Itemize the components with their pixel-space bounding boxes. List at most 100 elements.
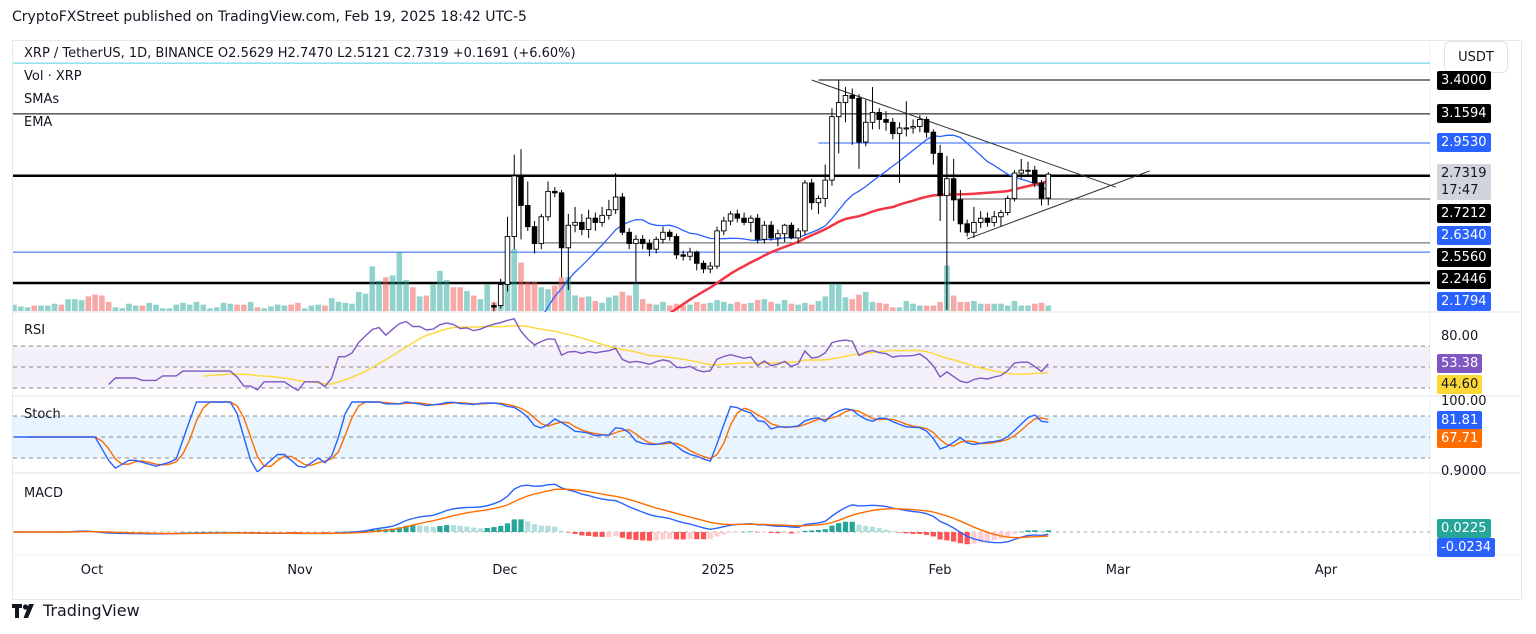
candle[interactable] — [552, 187, 558, 198]
candle[interactable] — [612, 173, 619, 214]
candle[interactable] — [1018, 158, 1024, 179]
candle[interactable] — [876, 108, 883, 130]
candle[interactable] — [998, 209, 1004, 227]
rsi-legend[interactable]: RSI — [24, 323, 46, 338]
candle[interactable] — [707, 261, 714, 274]
candle[interactable] — [531, 221, 538, 254]
candle[interactable] — [491, 302, 497, 312]
candle[interactable] — [694, 250, 700, 271]
candle[interactable] — [977, 211, 984, 229]
candle[interactable] — [896, 122, 903, 183]
candle[interactable] — [768, 221, 774, 241]
candle[interactable] — [579, 213, 585, 236]
candle[interactable] — [653, 236, 659, 254]
sma-20-line[interactable] — [142, 134, 1049, 485]
tradingview-logo[interactable]: TradingView — [12, 601, 140, 620]
candle[interactable] — [585, 209, 592, 238]
currency-button[interactable]: USDT — [1444, 41, 1508, 73]
smas-legend[interactable]: SMAs — [24, 92, 60, 107]
candle[interactable] — [666, 229, 673, 241]
candle[interactable] — [991, 211, 997, 227]
stoch-pane[interactable] — [13, 401, 1430, 472]
price-pane[interactable] — [11, 62, 1430, 486]
candle[interactable] — [802, 180, 808, 236]
signal-line[interactable] — [14, 488, 1049, 539]
candle[interactable] — [700, 260, 707, 274]
rsi-pane[interactable] — [13, 318, 1430, 392]
candle[interactable] — [984, 212, 991, 227]
candle[interactable] — [538, 213, 545, 250]
candle[interactable] — [592, 212, 599, 231]
candle[interactable] — [754, 213, 761, 244]
sma-50-line[interactable] — [345, 179, 1049, 482]
candle[interactable] — [646, 239, 653, 257]
candle[interactable] — [863, 99, 869, 147]
macd-pane[interactable] — [11, 483, 1430, 545]
candle[interactable] — [788, 222, 795, 240]
candle[interactable] — [957, 189, 964, 233]
candle[interactable] — [835, 80, 842, 154]
candle[interactable] — [504, 216, 511, 292]
candle[interactable] — [856, 94, 862, 169]
candle[interactable] — [714, 226, 720, 269]
candle[interactable] — [727, 211, 734, 226]
candle[interactable] — [619, 192, 626, 236]
candle[interactable] — [923, 116, 930, 138]
candle[interactable] — [673, 233, 680, 260]
candle[interactable] — [829, 108, 835, 186]
candle[interactable] — [633, 235, 639, 282]
candle[interactable] — [1025, 161, 1031, 176]
candle[interactable] — [1032, 166, 1038, 188]
stoch-k-line[interactable] — [14, 401, 1049, 472]
candle[interactable] — [890, 118, 896, 140]
candle[interactable] — [545, 181, 551, 221]
candle[interactable] — [518, 149, 524, 240]
candle[interactable] — [917, 115, 923, 133]
candle[interactable] — [1045, 172, 1052, 206]
candle[interactable] — [734, 209, 741, 223]
volume-legend[interactable]: Vol · XRP — [24, 69, 82, 84]
candle[interactable] — [748, 215, 754, 233]
candle[interactable] — [511, 154, 517, 250]
candle[interactable] — [808, 178, 815, 210]
candle[interactable] — [930, 129, 937, 165]
candle[interactable] — [606, 199, 612, 220]
macd-legend[interactable]: MACD — [24, 486, 63, 501]
candle[interactable] — [937, 144, 943, 221]
candle[interactable] — [883, 111, 889, 131]
candle[interactable] — [822, 164, 828, 207]
candle[interactable] — [558, 189, 565, 278]
rsi-ma-line[interactable] — [203, 324, 1049, 385]
candle[interactable] — [1011, 170, 1018, 202]
candle[interactable] — [599, 206, 605, 227]
candle[interactable] — [815, 195, 822, 214]
candle[interactable] — [626, 228, 632, 250]
candle[interactable] — [971, 206, 977, 238]
candle[interactable] — [964, 219, 970, 237]
candle[interactable] — [761, 221, 768, 244]
candle[interactable] — [944, 156, 950, 310]
candle[interactable] — [842, 87, 849, 123]
stoch-legend[interactable]: Stoch — [24, 407, 61, 422]
candle[interactable] — [660, 226, 666, 244]
candle[interactable] — [680, 250, 686, 261]
candle[interactable] — [775, 229, 781, 247]
candle[interactable] — [687, 247, 693, 261]
rsi-line[interactable] — [108, 318, 1049, 392]
candle[interactable] — [910, 119, 916, 134]
trendline[interactable] — [811, 79, 1117, 188]
candle[interactable] — [565, 213, 572, 291]
candle[interactable] — [525, 181, 531, 231]
candle[interactable] — [849, 88, 855, 145]
candle[interactable] — [781, 223, 788, 243]
trendline[interactable] — [966, 170, 1150, 240]
candle[interactable] — [721, 216, 727, 236]
candle[interactable] — [950, 158, 957, 221]
candle[interactable] — [1038, 180, 1045, 206]
ema-legend[interactable]: EMA — [24, 115, 53, 130]
candle[interactable] — [639, 235, 646, 250]
candle[interactable] — [1004, 195, 1011, 216]
candle[interactable] — [572, 206, 578, 233]
candle[interactable] — [903, 101, 910, 137]
